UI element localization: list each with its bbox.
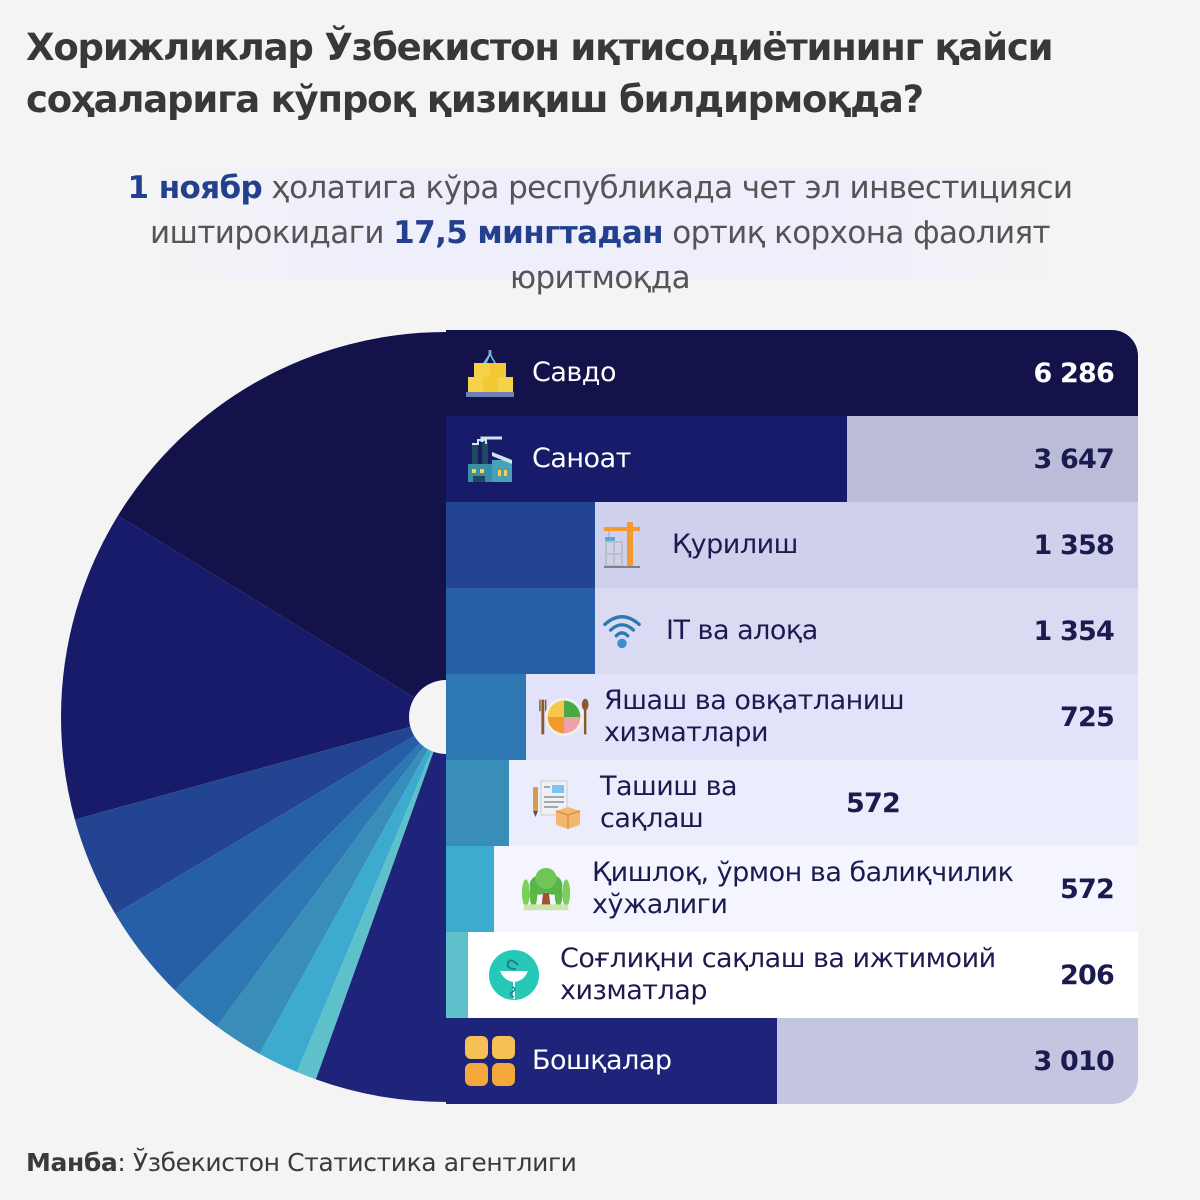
row-value: 725 <box>1060 701 1115 733</box>
row-label: IT ва алоқа <box>666 615 818 646</box>
row-label: Ташиш ва сақлаш <box>600 771 738 834</box>
row-value: 206 <box>1060 959 1115 991</box>
row-label: Яшаш ва овқатланиш хизматлари <box>604 685 905 748</box>
pie-slice-tashish <box>216 717 446 1054</box>
slice-color-strip <box>446 674 526 760</box>
value-bar <box>446 416 847 502</box>
subtitle-text: ҳолатига кўра республикада чет эл инвест… <box>150 170 1073 251</box>
source-text: : Ўзбекистон Статистика агентлиги <box>117 1148 577 1177</box>
grid-icon <box>464 1035 516 1087</box>
row-label: Савдо <box>532 357 617 388</box>
pie-slice-qishloq <box>259 717 446 1072</box>
table-row-sanoat: Саноат 3 647 <box>446 416 1138 502</box>
subtitle-background <box>130 168 1070 280</box>
row-value: 3 010 <box>1033 1045 1114 1077</box>
pie-slice-boshqa <box>315 717 446 1103</box>
table-row-qurilish: Қурилиш 1 358 <box>446 502 1138 588</box>
pie-slice-yashash <box>174 717 447 1027</box>
row-value: 3 647 <box>1033 443 1114 475</box>
pie-slice-it <box>115 717 447 991</box>
row-label: Қурилиш <box>672 529 798 560</box>
table-row-yashash: Яшаш ва овқатланиш хизматлари 725 <box>446 674 1138 760</box>
page-title: Хорижликлар Ўзбекистон иқтисодиётининг қ… <box>26 26 1054 121</box>
slice-color-strip <box>446 502 595 588</box>
source-note: Манба: Ўзбекистон Статистика агентлиги <box>26 1148 577 1177</box>
slice-color-strip <box>446 588 595 674</box>
row-label: Саноат <box>532 443 631 474</box>
table-row-sogliq: Соғлиқни сақлаш ва ижтимоий хизматлар 20… <box>446 932 1138 1018</box>
subtitle: 1 ноябр ҳолатига кўра республикада чет э… <box>100 166 1100 301</box>
wifi-icon <box>602 605 642 657</box>
food-plate-icon <box>538 691 590 743</box>
row-value: 572 <box>846 787 901 819</box>
pie-slice-savdo <box>117 332 447 717</box>
row-label: Қишлоқ, ўрмон ва балиқчилик хўжалиги <box>592 857 1014 920</box>
subtitle-date-highlight: 1 ноябр <box>127 170 263 206</box>
table-row-tashish: Ташиш ва сақлаш 572 <box>446 760 1138 846</box>
value-bar <box>446 1018 777 1104</box>
row-label: Соғлиқни сақлаш ва ижтимоий хизматлар <box>560 943 996 1006</box>
row-value: 6 286 <box>1033 357 1114 389</box>
construction-crane-icon <box>604 519 656 571</box>
pie-slice-qurilish <box>74 717 447 914</box>
sector-table: Савдо 6 286 <box>446 330 1138 1104</box>
medical-bowl-icon <box>488 949 540 1001</box>
forest-icon <box>520 863 572 915</box>
factory-icon <box>464 433 516 485</box>
document-box-icon <box>530 777 582 829</box>
row-value: 1 354 <box>1033 615 1114 647</box>
slice-color-strip <box>446 846 494 932</box>
slice-color-strip <box>446 760 509 846</box>
subtitle-count-highlight: 17,5 мингтадан <box>393 215 663 251</box>
table-row-qishloq: Қишлоқ, ўрмон ва балиқчилик хўжалиги 572 <box>446 846 1138 932</box>
row-label: Бошқалар <box>532 1045 672 1076</box>
source-label: Манба <box>26 1148 118 1177</box>
slice-color-strip <box>446 932 468 1018</box>
table-row-boshqa: Бошқалар 3 010 <box>446 1018 1138 1104</box>
pie-slice-sogliq <box>296 717 446 1080</box>
table-row-it: IT ва алоқа 1 354 <box>446 588 1138 674</box>
row-value: 1 358 <box>1033 529 1114 561</box>
boxes-crane-icon <box>464 347 516 399</box>
table-row-savdo: Савдо 6 286 <box>446 330 1138 416</box>
row-value: 572 <box>1060 873 1115 905</box>
pie-slice-sanoat <box>61 515 446 820</box>
subtitle-text-end: ортиқ корхона фаолият юритмоқда <box>509 215 1051 296</box>
